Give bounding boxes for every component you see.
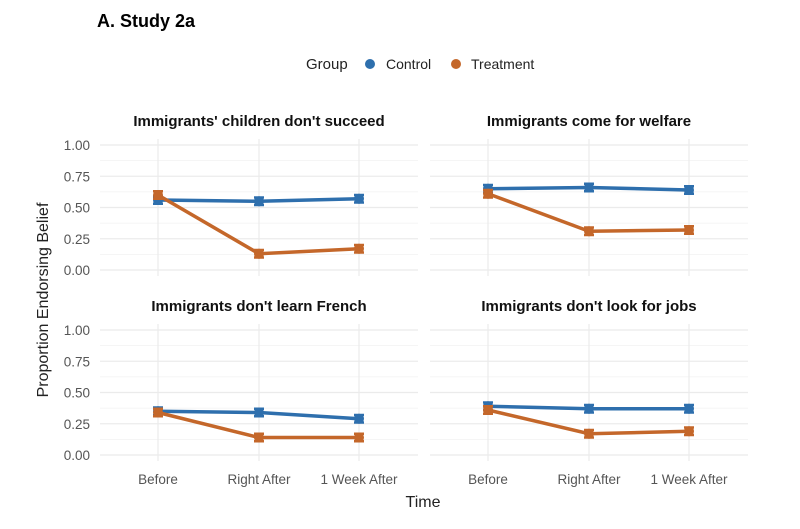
x-tick-label: Before [138,472,178,487]
y-tick-label: 0.50 [64,386,90,401]
data-point-control [584,403,594,414]
data-point-treatment [584,428,594,439]
y-tick-label: 0.75 [64,354,90,369]
data-point-treatment [483,188,493,199]
data-point-treatment [584,226,594,237]
legend-marker-treatment [451,59,461,69]
legend-marker-control [365,59,375,69]
data-point-treatment [684,426,694,437]
data-point-treatment [684,225,694,235]
x-tick-label: Right After [557,472,621,487]
data-point-control [254,196,264,207]
legend: Group Control Treatment [306,56,534,73]
y-tick-label: 0.25 [64,417,90,432]
legend-label-control: Control [386,56,431,72]
x-tick-label: Before [468,472,508,487]
data-point-control [684,403,694,414]
panel-title: Immigrants don't look for jobs [481,298,696,315]
x-tick-label: 1 Week After [320,472,398,487]
y-tick-label: 1.00 [64,138,90,153]
y-tick-label: 0.00 [64,448,90,463]
x-tick-label: Right After [227,472,291,487]
data-point-treatment [153,190,163,200]
x-tick-label: 1 Week After [650,472,728,487]
data-point-control [354,413,364,424]
y-tick-label: 0.75 [64,169,90,184]
data-point-treatment [153,407,163,418]
panel-title: Immigrants don't learn French [151,298,366,315]
x-axis-label: Time [406,494,441,511]
y-tick-label: 0.00 [64,263,90,278]
data-point-control [254,407,264,418]
chart-title: A. Study 2a [97,11,196,31]
panel-title: Immigrants come for welfare [487,113,691,130]
panel: Immigrants' children don't succeed 0.00 0.… [64,113,418,278]
panel: Immigrants don't learn French 0.00 0.25 0.5… [64,298,418,487]
legend-title: Group [306,56,348,73]
data-point-treatment [354,243,364,254]
y-tick-label: 0.50 [64,201,90,216]
y-axis-label: Proportion Endorsing Belief [35,202,52,397]
data-point-control [354,193,364,204]
panel: Immigrants don't look for jobs Before Righ… [430,298,748,487]
panel-title: Immigrants' children don't succeed [133,113,384,130]
data-point-treatment [483,405,493,415]
data-point-treatment [254,248,264,259]
panel: Immigrants come for welfare [430,113,748,276]
legend-label-treatment: Treatment [471,56,534,72]
data-point-control [684,185,694,195]
y-tick-label: 1.00 [64,323,90,338]
data-point-treatment [354,432,364,443]
data-point-control [584,182,594,193]
y-tick-label: 0.25 [64,232,90,247]
data-point-treatment [254,432,264,443]
